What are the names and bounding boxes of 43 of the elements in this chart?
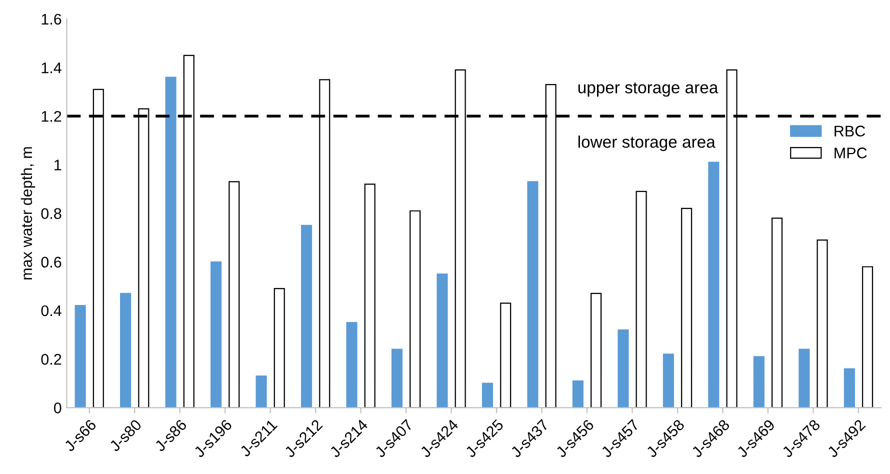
bar bbox=[527, 181, 538, 408]
legend-label: RBC bbox=[834, 126, 866, 136]
bar bbox=[618, 329, 629, 408]
bar bbox=[636, 190, 647, 408]
bar bbox=[210, 261, 222, 408]
annotation: upper storage area bbox=[578, 82, 718, 97]
bar bbox=[816, 239, 828, 408]
y-tick-label: 0.6 bbox=[41, 256, 62, 268]
bar bbox=[482, 382, 494, 408]
bar bbox=[301, 224, 312, 408]
bar bbox=[662, 354, 674, 408]
bar bbox=[798, 348, 810, 408]
y-tick-label: 0.4 bbox=[41, 305, 62, 316]
bar bbox=[165, 76, 176, 408]
bar bbox=[436, 273, 448, 408]
y-tick-label: 1.2 bbox=[42, 111, 62, 122]
y-tick-label: 0 bbox=[54, 402, 62, 414]
bar bbox=[391, 348, 403, 408]
bar bbox=[681, 208, 692, 408]
bar bbox=[274, 288, 285, 408]
bar bbox=[844, 368, 855, 408]
bar bbox=[572, 380, 584, 408]
bar bbox=[410, 210, 421, 408]
bar bbox=[120, 292, 132, 408]
y-tick-label: 0.8 bbox=[41, 208, 62, 219]
y-tick-label: 0.2 bbox=[41, 354, 62, 365]
y-tick-label: 1.4 bbox=[42, 62, 62, 74]
y-tick-label: 1 bbox=[54, 160, 62, 170]
bar bbox=[74, 305, 86, 408]
bar bbox=[346, 322, 358, 408]
y-axis-title: max water depth, m bbox=[20, 147, 36, 280]
bar bbox=[590, 292, 602, 408]
bar bbox=[772, 218, 783, 408]
bar bbox=[753, 356, 764, 408]
annotation: lower storage area bbox=[578, 136, 716, 152]
bar bbox=[708, 162, 720, 408]
y-tick-label: 1.6 bbox=[42, 14, 62, 25]
bar bbox=[256, 376, 267, 408]
bar bbox=[228, 181, 240, 408]
bar bbox=[364, 184, 376, 408]
legend-label: MPC bbox=[834, 148, 867, 158]
bar bbox=[500, 302, 512, 408]
bar bbox=[862, 266, 874, 408]
